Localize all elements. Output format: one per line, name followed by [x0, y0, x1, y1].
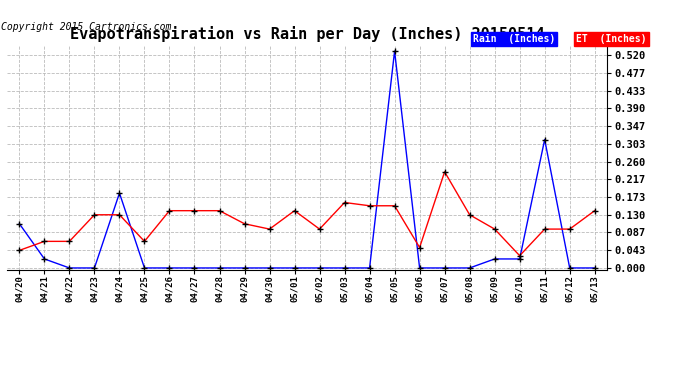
Text: ET  (Inches): ET (Inches)	[576, 34, 647, 44]
Text: Copyright 2015 Cartronics.com: Copyright 2015 Cartronics.com	[1, 21, 171, 32]
Title: Evapotranspiration vs Rain per Day (Inches) 20150514: Evapotranspiration vs Rain per Day (Inch…	[70, 27, 544, 42]
Text: Rain  (Inches): Rain (Inches)	[473, 34, 555, 44]
